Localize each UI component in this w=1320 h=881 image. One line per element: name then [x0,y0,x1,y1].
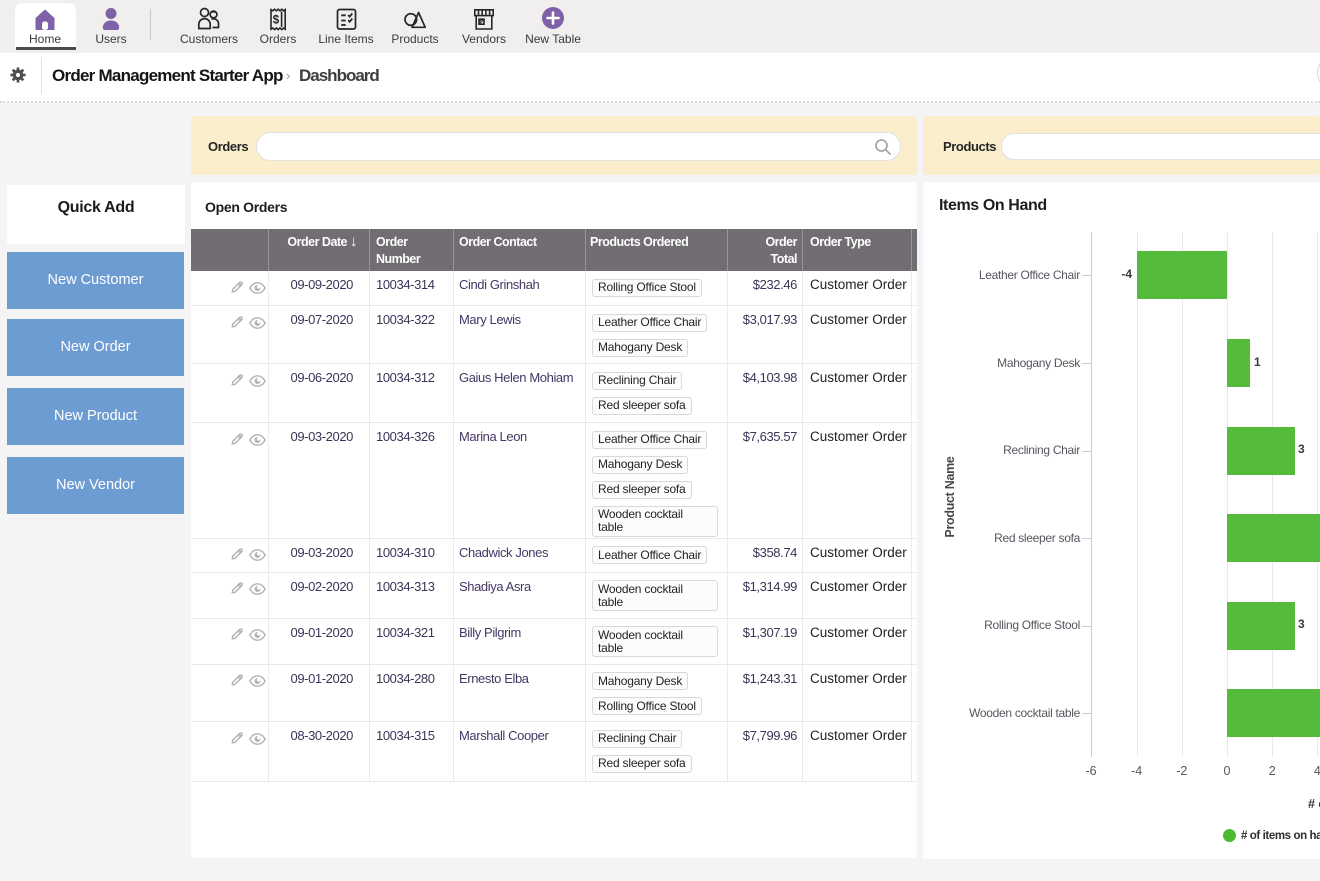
svg-text:$: $ [273,15,280,27]
